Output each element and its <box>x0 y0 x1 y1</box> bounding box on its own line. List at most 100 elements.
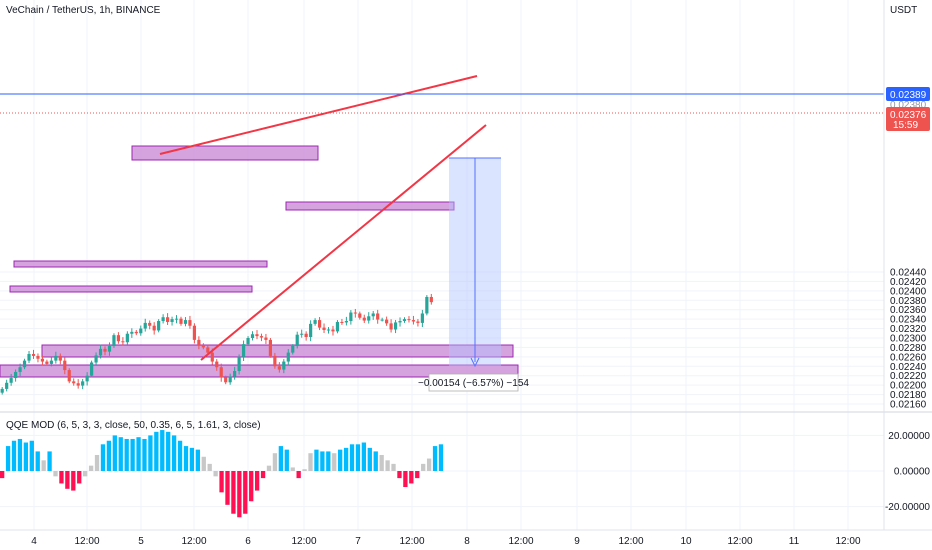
qqe-axis[interactable]: 20.00000 0.00000 -20.00000 <box>885 431 930 513</box>
trendlines[interactable] <box>159 75 487 361</box>
qqe-bar <box>94 454 100 471</box>
time-tick-label: 5 <box>138 536 144 547</box>
candle <box>291 344 295 355</box>
qqe-bar <box>225 471 230 505</box>
candle <box>72 378 76 386</box>
qqe-tick-label: 20.00000 <box>888 431 930 442</box>
candle <box>130 328 134 338</box>
support-resistance-zones[interactable] <box>0 145 519 378</box>
price-tick-label: 0.02160 <box>890 400 927 411</box>
candle <box>197 336 201 350</box>
candle-body <box>85 375 89 382</box>
measurement-tool[interactable] <box>449 157 501 368</box>
price-tick-label: 0.02280 <box>890 343 927 354</box>
candle <box>5 379 9 392</box>
candle-body <box>81 381 85 386</box>
qqe-bar <box>71 471 76 491</box>
candle <box>18 363 22 377</box>
candle <box>376 309 380 324</box>
qqe-bar <box>415 471 420 479</box>
candle <box>353 308 357 318</box>
zone-mid-right[interactable] <box>285 201 455 211</box>
qqe-bar <box>154 431 159 471</box>
time-tick-label: 11 <box>789 536 800 547</box>
time-tick-label: 12:00 <box>727 536 752 547</box>
price-axis[interactable]: 0.021600.021800.022000.022200.022400.022… <box>890 267 927 410</box>
qqe-bar <box>290 467 295 471</box>
candle-body <box>385 319 389 324</box>
qqe-bar <box>11 440 17 471</box>
time-tick-label: 12:00 <box>618 536 643 547</box>
candle <box>335 320 340 334</box>
qqe-bar <box>272 453 278 471</box>
qqe-bar <box>367 447 372 471</box>
current-price-badge: 0.02389 <box>886 87 930 101</box>
time-tick-label: 9 <box>574 536 580 547</box>
candle-body <box>121 341 125 343</box>
candle-body <box>148 322 152 326</box>
zone-support-lower[interactable] <box>0 364 519 378</box>
candle <box>27 351 31 364</box>
candle <box>358 311 362 320</box>
candle-body <box>416 321 420 323</box>
candle <box>313 318 317 326</box>
qqe-bar <box>231 471 236 514</box>
candle-body <box>206 347 210 353</box>
candle <box>201 343 205 350</box>
time-axis[interactable]: 4 12:00 5 12:00 6 12:00 7 12:00 8 12:00 9 12:00 10 12… <box>31 536 861 547</box>
zone-lower-left[interactable] <box>9 285 253 293</box>
qqe-bar <box>88 465 94 471</box>
candle <box>380 317 384 322</box>
candle-body <box>300 333 304 335</box>
candle-body <box>322 327 326 330</box>
zone-mid-left[interactable] <box>13 260 268 268</box>
candle-body <box>317 320 322 328</box>
candle-body <box>45 361 49 364</box>
chart-title: VeChain / TetherUS, 1h, BINANCE <box>6 5 161 16</box>
candle-body <box>125 333 129 343</box>
candle-body <box>326 329 331 331</box>
qqe-indicator-title[interactable]: QQE MOD (6, 5, 3, 3, close, 50, 0.35, 6,… <box>6 420 261 431</box>
candle-body <box>376 313 380 320</box>
candle-body <box>103 348 107 352</box>
qqe-bar <box>41 460 46 471</box>
price-tick-label: 0.02180 <box>890 390 927 401</box>
candle <box>402 317 407 323</box>
candle <box>407 316 411 323</box>
qqe-bar <box>142 438 147 471</box>
measure-arrow-head <box>470 357 480 368</box>
candle <box>174 315 179 324</box>
hidden-price-label: 0.02380 <box>890 100 927 111</box>
candle-body <box>165 317 170 322</box>
candle <box>125 331 129 346</box>
zone-support-upper[interactable] <box>41 344 514 358</box>
candle-body <box>36 355 40 359</box>
candle <box>81 378 85 390</box>
qqe-bar <box>53 471 58 477</box>
candle <box>67 368 71 384</box>
pane-divider[interactable] <box>0 0 932 531</box>
candle-body <box>54 355 58 361</box>
last-price-badge-bg <box>886 107 930 131</box>
price-lines <box>0 93 884 114</box>
support-trendline[interactable] <box>200 124 487 361</box>
candle-body <box>139 328 143 334</box>
qqe-bar <box>201 456 206 471</box>
price-candles <box>0 293 433 395</box>
candle-body <box>18 367 22 372</box>
candle-body <box>259 336 264 338</box>
candle <box>344 316 348 326</box>
qqe-bar <box>385 460 390 471</box>
candle-body <box>309 323 313 338</box>
candle <box>192 323 197 344</box>
candle <box>416 319 420 327</box>
qqe-bar <box>171 435 177 471</box>
candle-body <box>152 325 156 331</box>
candle-body <box>344 321 348 323</box>
candle <box>367 312 371 324</box>
qqe-bar <box>0 471 5 479</box>
qqe-bar <box>177 440 183 471</box>
candle <box>107 342 112 356</box>
resistance-trendline[interactable] <box>159 75 478 155</box>
